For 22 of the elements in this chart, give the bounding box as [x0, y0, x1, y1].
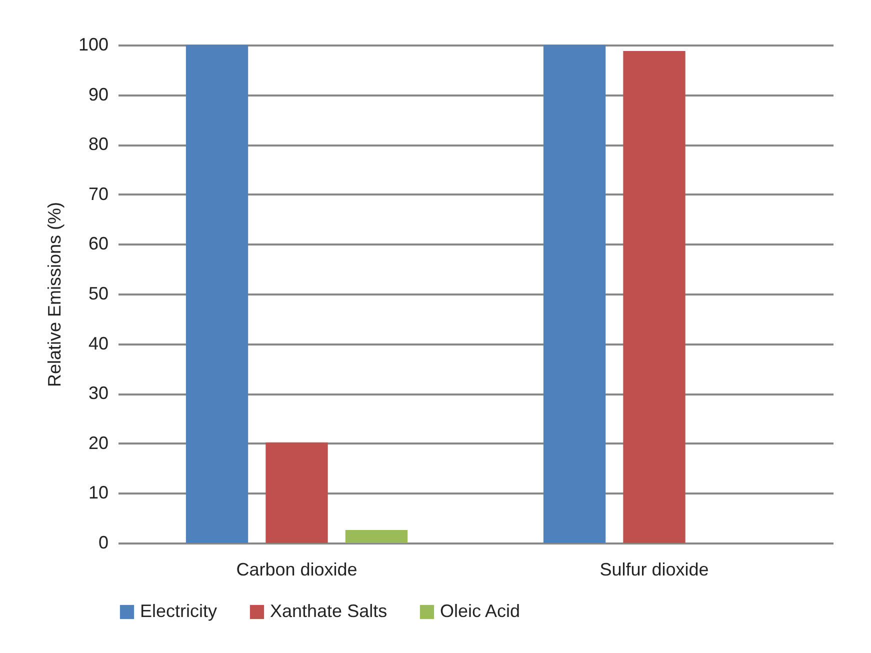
- y-tick-label: 20: [88, 432, 108, 453]
- x-tick-label: Carbon dioxide: [236, 560, 358, 580]
- bar: [623, 50, 686, 543]
- y-tick-label: 40: [88, 333, 108, 354]
- y-tick-label: 70: [88, 184, 108, 204]
- y-tick-label: 60: [88, 234, 108, 254]
- bar: [266, 442, 328, 543]
- bar: [186, 45, 248, 543]
- y-tick-label: 50: [88, 284, 108, 304]
- y-tick-label: 10: [88, 482, 108, 503]
- y-tick-label: 100: [78, 34, 108, 54]
- y-tick-label: 80: [88, 134, 108, 154]
- y-tick-label: 0: [98, 532, 108, 552]
- y-tick-label: 30: [88, 383, 108, 404]
- legend-label: Oleic Acid: [440, 601, 520, 621]
- legend-label: Electricity: [140, 601, 218, 621]
- y-tick-label: 90: [88, 84, 108, 104]
- x-tick-label: Sulfur dioxide: [600, 560, 709, 580]
- y-axis-title: Relative Emissions (%): [44, 202, 64, 388]
- bar: [543, 45, 606, 543]
- legend-label: Xanthate Salts: [270, 601, 388, 621]
- bar: [345, 530, 408, 543]
